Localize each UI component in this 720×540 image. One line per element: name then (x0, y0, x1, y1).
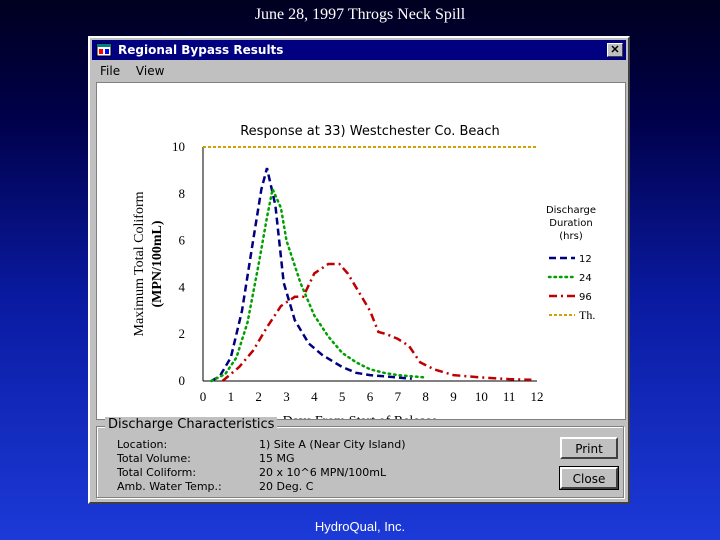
x-tick-label: 4 (311, 389, 318, 404)
y-tick-label: 6 (179, 233, 186, 248)
menu-bar: File View (94, 62, 170, 80)
y-tick-label: 2 (179, 326, 186, 341)
x-tick-label: 0 (200, 389, 207, 404)
location-value: 1) Site A (Near City Island) (259, 438, 406, 451)
x-tick-label: 12 (531, 389, 544, 404)
print-button[interactable]: Print (560, 437, 618, 459)
legend-label: Th. (579, 308, 595, 322)
x-tick-label: 9 (450, 389, 457, 404)
total-volume-value: 15 MG (259, 452, 295, 465)
regional-bypass-window: Regional Bypass Results ✕ File View Resp… (88, 36, 630, 504)
x-tick-label: 1 (228, 389, 235, 404)
total-coliform-value: 20 x 10^6 MPN/100mL (259, 466, 387, 479)
water-temp-label: Amb. Water Temp.: (117, 480, 222, 493)
slide-title: June 28, 1997 Throgs Neck Spill (254, 6, 466, 23)
y-tick-label: 0 (179, 373, 186, 388)
x-tick-label: 10 (475, 389, 488, 404)
x-tick-label: 2 (255, 389, 262, 404)
app-icon (96, 42, 112, 58)
discharge-characteristics-group: Discharge Characteristics Location: 1) S… (96, 417, 624, 498)
legend-title-line: Duration (549, 218, 592, 229)
water-temp-value: 20 Deg. C (259, 480, 314, 493)
x-tick-label: 5 (339, 389, 346, 404)
y-axis-label-line2: (MPN/100mL) (150, 220, 165, 307)
y-tick-label: 8 (179, 186, 186, 201)
x-tick-label: 11 (503, 389, 516, 404)
legend-label: 24 (579, 273, 592, 284)
y-tick-label: 10 (172, 139, 185, 154)
y-axis-label-line1: Maximum Total Coliform (132, 191, 147, 336)
x-tick-label: 8 (422, 389, 429, 404)
footer-credit: HydroQual, Inc. (314, 519, 406, 534)
x-tick-label: 3 (283, 389, 290, 404)
menu-file[interactable]: File (100, 64, 121, 78)
window-titlebar[interactable]: Regional Bypass Results ✕ (92, 40, 626, 60)
total-coliform-label: Total Coliform: (117, 466, 197, 479)
total-volume-label: Total Volume: (117, 452, 191, 465)
series-line-96 (221, 262, 532, 382)
legend-label: 96 (579, 292, 592, 303)
x-axis-label: Days From Start of Release (283, 414, 438, 419)
close-button[interactable]: Close (559, 466, 619, 490)
discharge-heading: Discharge Characteristics (105, 417, 278, 432)
x-tick-label: 7 (395, 389, 402, 404)
legend-title-line: (hrs) (559, 231, 583, 242)
x-tick-label: 6 (367, 389, 374, 404)
location-label: Location: (117, 438, 168, 451)
window-title: Regional Bypass Results (118, 43, 284, 57)
y-tick-label: 4 (179, 279, 186, 294)
legend-label: 12 (579, 254, 592, 265)
series-line-24 (210, 184, 427, 383)
window-close-button[interactable]: ✕ (607, 43, 623, 57)
menu-view[interactable]: View (135, 64, 165, 78)
chart-panel: Response at 33) Westchester Co. Beach 0 1 2… (96, 82, 626, 420)
chart-title: Response at 33) Westchester Co. Beach (240, 124, 500, 139)
series-line-12 (210, 167, 412, 383)
legend-title-line: Discharge (546, 205, 596, 216)
